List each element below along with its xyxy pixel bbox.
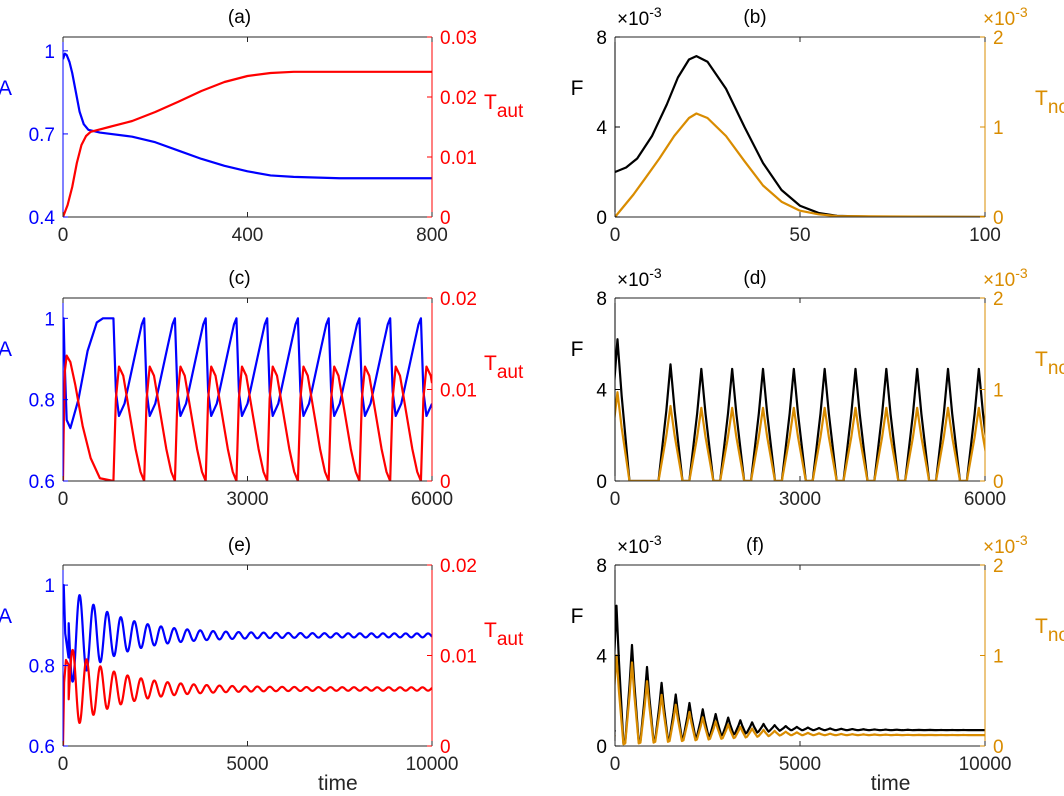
- x-tick-label: 50: [789, 225, 810, 246]
- left-y-tick-label: 0: [596, 737, 607, 758]
- left-axis-label: A: [0, 77, 12, 100]
- right-axis-label: Taut: [484, 619, 524, 650]
- left-y-tick-label: 0.8: [29, 391, 55, 412]
- right-y-tick-label: 0.03: [440, 28, 477, 49]
- right-axis-label: Taut: [484, 91, 524, 122]
- x-tick-label: 10000: [959, 754, 1012, 775]
- x-tick-label: 3000: [226, 489, 268, 510]
- panel-c: 0 3000 6000 0.6 0.8 1 0 0.01 0.02 A Taut (c): [0, 268, 524, 510]
- right-axis-label: Tnor: [1035, 615, 1064, 646]
- right-y-tick-label: 0: [993, 208, 1004, 229]
- right-y-tick-label: 0: [440, 737, 451, 758]
- left-axis-label: A: [0, 338, 12, 361]
- right-y-tick-label: 0: [993, 737, 1004, 758]
- right-exponent-label: ×10-3: [983, 265, 1028, 291]
- left-exponent-label: ×10-3: [617, 532, 662, 558]
- series-line-e-1: [63, 648, 432, 746]
- left-axis-label: F: [571, 605, 584, 628]
- x-tick-label: 400: [232, 225, 264, 246]
- left-y-tick-label: 4: [596, 118, 607, 139]
- x-tick-label: 800: [416, 225, 448, 246]
- left-axis-label: F: [571, 338, 584, 361]
- left-y-tick-label: 0.6: [29, 472, 55, 493]
- x-tick-label: 100: [969, 225, 1001, 246]
- series-line-b-1: [615, 112, 985, 217]
- left-axis-label: A: [0, 605, 12, 628]
- series-line-a-0: [63, 52, 432, 180]
- right-y-tick-label: 2: [993, 289, 1004, 310]
- right-y-tick-label: 0.01: [440, 148, 477, 169]
- right-y-tick-label: 0.02: [440, 556, 477, 577]
- right-y-tick-label: 1: [993, 381, 1004, 402]
- right-y-tick-label: 0: [440, 208, 451, 229]
- left-y-tick-label: 0: [596, 472, 607, 493]
- x-tick-label: 0: [58, 754, 69, 775]
- right-y-tick-label: 0: [993, 472, 1004, 493]
- x-tick-label: 0: [58, 489, 69, 510]
- right-y-tick-label: 2: [993, 556, 1004, 577]
- panel-title: (b): [743, 7, 766, 28]
- right-y-tick-label: 0.02: [440, 88, 477, 109]
- left-y-tick-label: 1: [44, 42, 55, 63]
- left-y-tick-label: 0.6: [29, 737, 55, 758]
- panel-title: (e): [228, 535, 251, 556]
- right-y-tick-label: 0.02: [440, 289, 477, 310]
- right-y-tick-label: 0.01: [440, 381, 477, 402]
- x-tick-label: 0: [610, 225, 621, 246]
- panel-title: (a): [228, 7, 251, 28]
- x-tick-label: 10000: [406, 754, 459, 775]
- x-tick-label: 6000: [964, 489, 1006, 510]
- left-y-tick-label: 4: [596, 381, 607, 402]
- x-tick-label: 0: [58, 225, 69, 246]
- x-tick-label: 0: [610, 489, 621, 510]
- right-axis-label: Taut: [484, 352, 524, 383]
- panel-title: (d): [743, 268, 766, 289]
- right-y-tick-label: 1: [993, 647, 1004, 668]
- left-y-tick-label: 0.8: [29, 657, 55, 678]
- left-y-tick-label: 4: [596, 647, 607, 668]
- right-y-tick-label: 0.01: [440, 647, 477, 668]
- left-y-tick-label: 8: [596, 28, 607, 49]
- panel-e: 0 5000 10000 0.6 0.8 1 0 0.01 0.02 A Taut (e) time: [0, 535, 524, 795]
- right-y-tick-label: 0: [440, 472, 451, 493]
- left-y-tick-label: 8: [596, 289, 607, 310]
- series-line-b-0: [615, 55, 985, 217]
- x-tick-label: 5000: [226, 754, 268, 775]
- right-exponent-label: ×10-3: [983, 4, 1028, 30]
- left-y-tick-label: 0.4: [29, 208, 56, 229]
- panel-a: 0 400 800 0.4 0.7 1 0 0.01 0.02 0.03 A Taut (a): [0, 7, 524, 246]
- right-exponent-label: ×10-3: [983, 532, 1028, 558]
- panel-title: (f): [746, 535, 764, 556]
- panel-title: (c): [228, 268, 250, 289]
- x-tick-label: 3000: [779, 489, 821, 510]
- series-line-c-1: [63, 354, 432, 481]
- x-axis-label: time: [318, 772, 358, 795]
- right-axis-label: Tnor: [1035, 348, 1064, 379]
- series-line-a-1: [63, 70, 432, 217]
- x-tick-label: 5000: [779, 754, 821, 775]
- left-y-tick-label: 1: [44, 576, 55, 597]
- left-y-tick-label: 0: [596, 208, 607, 229]
- series-line-f-1: [615, 654, 985, 746]
- left-y-tick-label: 1: [44, 309, 55, 330]
- right-axis-label: Tnor: [1035, 87, 1064, 118]
- x-tick-label: 6000: [411, 489, 453, 510]
- left-y-tick-label: 0.7: [29, 125, 55, 146]
- x-axis-label: time: [871, 772, 911, 795]
- right-y-tick-label: 1: [993, 118, 1004, 139]
- left-axis-label: F: [571, 77, 584, 100]
- x-tick-label: 0: [610, 754, 621, 775]
- left-exponent-label: ×10-3: [617, 4, 662, 30]
- left-y-tick-label: 8: [596, 556, 607, 577]
- right-y-tick-label: 2: [993, 28, 1004, 49]
- left-exponent-label: ×10-3: [617, 265, 662, 291]
- series-line-e-0: [63, 584, 432, 683]
